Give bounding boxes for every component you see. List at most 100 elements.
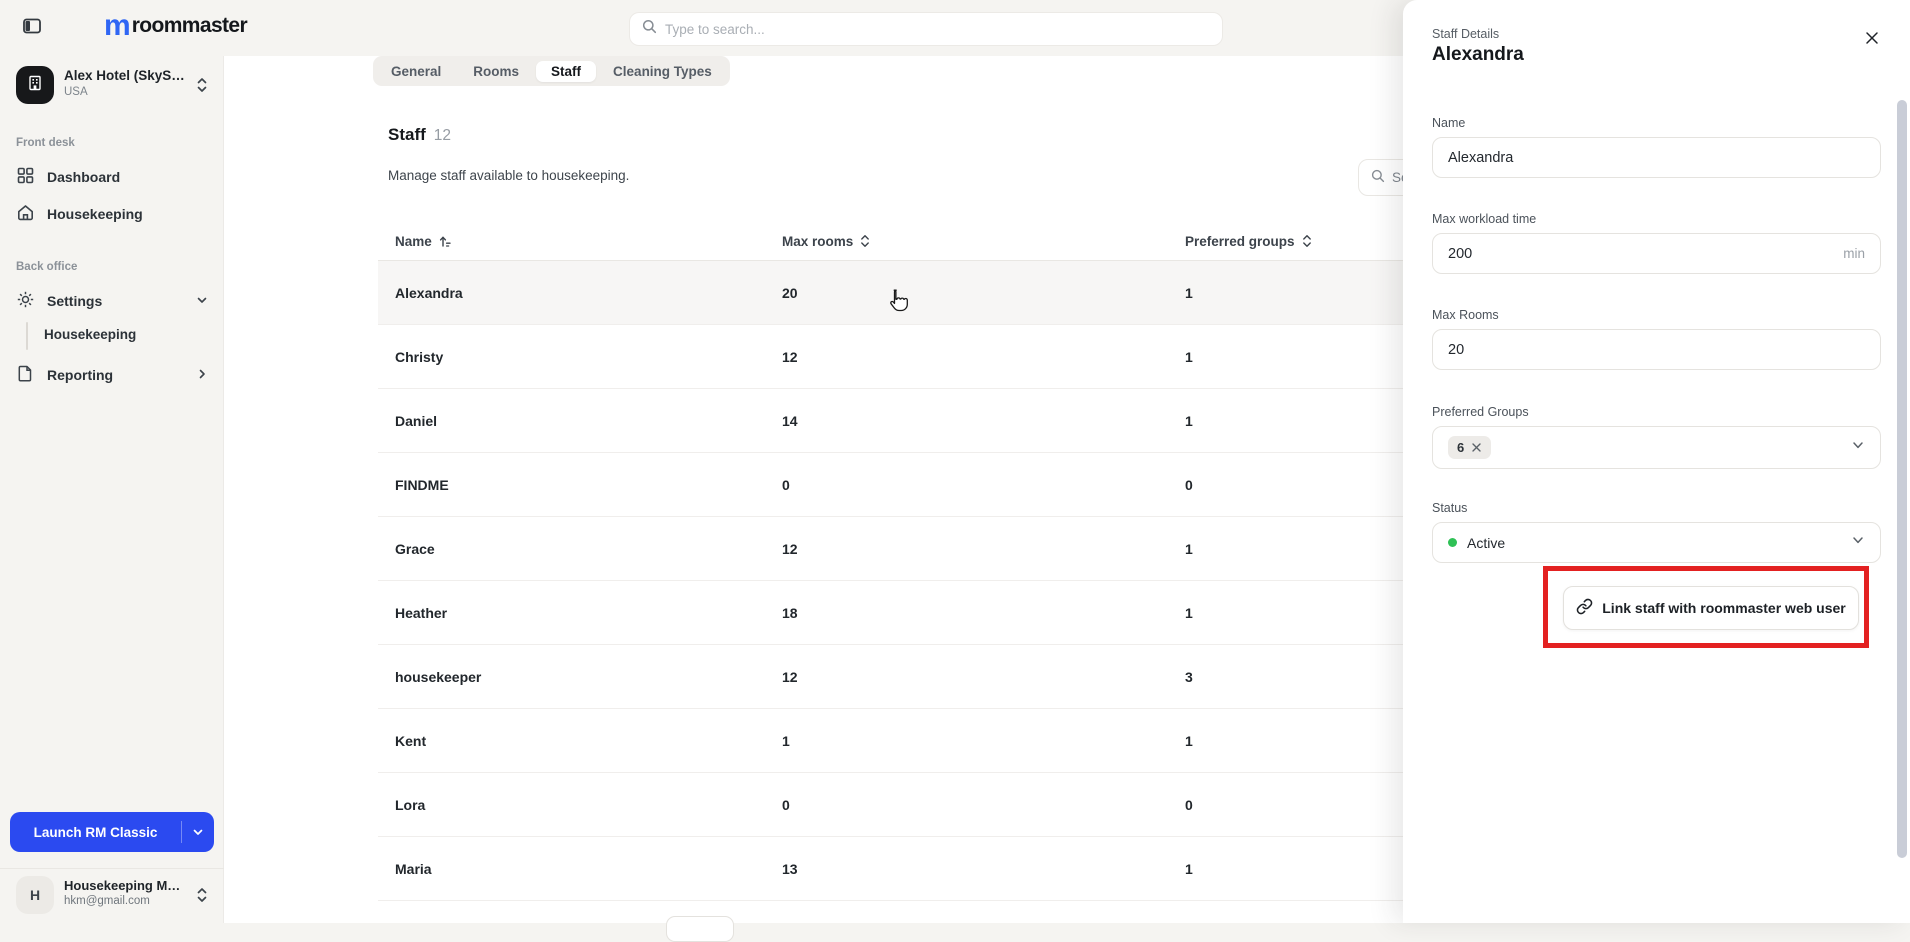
cell-max-rooms: 0 — [782, 797, 1185, 813]
column-header-max-rooms[interactable]: Max rooms — [782, 233, 1185, 249]
link-staff-web-user-button[interactable]: Link staff with roommaster web user — [1563, 586, 1859, 630]
sidebar-item-label: Housekeeping — [47, 206, 143, 222]
cell-name: Daniel — [378, 413, 782, 429]
close-icon — [1864, 30, 1880, 51]
max-rooms-input[interactable] — [1448, 342, 1865, 358]
panel-title: Alexandra — [1432, 44, 1524, 66]
cell-name: Maria — [378, 861, 782, 877]
cell-max-rooms: 12 — [782, 541, 1185, 557]
global-search[interactable] — [629, 12, 1223, 46]
sidebar-item-housekeeping[interactable]: Housekeeping — [8, 197, 216, 231]
nav-subtree-line — [26, 322, 28, 350]
cell-max-rooms: 12 — [782, 349, 1185, 365]
tab-bar: General Rooms Staff Cleaning Types — [373, 56, 730, 86]
chevron-down-icon — [1851, 533, 1865, 552]
panel-left-icon — [21, 15, 43, 42]
panel-scrollbar-thumb[interactable] — [1897, 100, 1907, 858]
sidebar-item-settings[interactable]: Settings — [8, 284, 216, 318]
chevron-right-icon — [196, 367, 208, 383]
cell-max-rooms: 20 — [782, 285, 1185, 301]
cell-name: Lora — [378, 797, 782, 813]
sort-both-icon — [859, 233, 871, 249]
cell-name: Heather — [378, 605, 782, 621]
home-icon — [16, 203, 35, 225]
max-workload-input[interactable] — [1448, 246, 1843, 262]
column-label: Max rooms — [782, 234, 853, 249]
sidebar-item-label: Dashboard — [47, 169, 120, 185]
logo-text: roommaster — [132, 14, 247, 38]
cell-max-rooms: 0 — [782, 477, 1185, 493]
section-front-desk: Front desk — [16, 137, 75, 149]
launch-rm-classic-label: Launch RM Classic — [10, 825, 181, 840]
link-icon — [1576, 598, 1593, 618]
status-active-dot — [1448, 538, 1457, 547]
name-field — [1432, 137, 1881, 178]
cell-name: housekeeper — [378, 669, 782, 685]
hotel-selector[interactable]: Alex Hotel (SkyS… USA — [16, 66, 208, 106]
preferred-groups-select[interactable]: 6 — [1432, 426, 1881, 469]
hotel-tile — [16, 66, 54, 104]
cell-name: FINDME — [378, 477, 782, 493]
global-search-input[interactable] — [665, 22, 1210, 37]
max-rooms-field — [1432, 329, 1881, 370]
sidebar-toggle-button[interactable] — [18, 14, 46, 42]
column-label: Preferred groups — [1185, 234, 1295, 249]
launch-rm-classic-menu-button[interactable] — [182, 826, 214, 838]
max-workload-field: min — [1432, 233, 1881, 274]
status-label: Status — [1432, 501, 1467, 515]
section-back-office: Back office — [16, 261, 77, 273]
cell-name: Alexandra — [378, 285, 782, 301]
chevron-down-icon — [1851, 438, 1865, 457]
tab-rooms[interactable]: Rooms — [458, 61, 534, 82]
name-field-label: Name — [1432, 116, 1465, 130]
page-subtitle: Manage staff available to housekeeping. — [388, 168, 629, 183]
building-icon — [26, 74, 44, 97]
sidebar-item-label: Reporting — [47, 367, 113, 383]
sort-ascending-icon — [438, 234, 453, 249]
pagination-button-partial[interactable] — [666, 916, 734, 942]
unit-suffix: min — [1843, 246, 1865, 261]
sidebar-item-reporting[interactable]: Reporting — [8, 358, 216, 392]
cell-max-rooms: 12 — [782, 669, 1185, 685]
chip-remove-icon[interactable] — [1471, 442, 1482, 453]
status-select[interactable]: Active — [1432, 522, 1881, 563]
cell-name: Kent — [378, 733, 782, 749]
name-input[interactable] — [1448, 150, 1865, 166]
launch-rm-classic-button[interactable]: Launch RM Classic — [10, 812, 214, 852]
search-icon — [642, 19, 657, 39]
cell-name: Grace — [378, 541, 782, 557]
column-header-name[interactable]: Name — [378, 234, 782, 249]
sidebar-item-label: Settings — [47, 293, 102, 309]
close-button[interactable] — [1861, 29, 1883, 51]
cell-max-rooms: 13 — [782, 861, 1185, 877]
document-icon — [16, 364, 35, 386]
chevron-updown-icon — [196, 886, 208, 909]
tab-staff[interactable]: Staff — [536, 61, 596, 82]
hotel-country: USA — [64, 86, 88, 98]
sidebar-divider — [0, 868, 224, 869]
cell-max-rooms: 1 — [782, 733, 1185, 749]
staff-details-panel: Staff Details Alexandra Name Max workloa… — [1403, 0, 1910, 923]
preferred-groups-label: Preferred Groups — [1432, 405, 1529, 419]
sort-both-icon — [1301, 233, 1313, 249]
sidebar: Alex Hotel (SkyS… USA Front desk Dashboa… — [0, 56, 224, 923]
gear-icon — [16, 290, 35, 312]
status-value: Active — [1467, 535, 1505, 551]
tab-general[interactable]: General — [376, 61, 456, 82]
search-icon — [1371, 169, 1385, 186]
sidebar-item-dashboard[interactable]: Dashboard — [8, 160, 216, 194]
dashboard-icon — [16, 166, 35, 188]
sidebar-subitem-housekeeping[interactable]: Housekeeping — [44, 327, 136, 342]
user-name: Housekeeping M… — [64, 878, 186, 893]
cell-max-rooms: 18 — [782, 605, 1185, 621]
user-menu[interactable]: H Housekeeping M… hkm@gmail.com — [16, 876, 208, 916]
tab-cleaning-types[interactable]: Cleaning Types — [598, 61, 727, 82]
panel-eyebrow: Staff Details — [1432, 27, 1499, 41]
staff-count: 12 — [434, 127, 451, 145]
max-workload-label: Max workload time — [1432, 212, 1536, 226]
cell-name: Christy — [378, 349, 782, 365]
cell-max-rooms: 14 — [782, 413, 1185, 429]
app-logo[interactable]: m roommaster — [104, 11, 247, 41]
page-title: Staff — [388, 125, 426, 145]
logo-m-icon: m — [104, 11, 130, 41]
